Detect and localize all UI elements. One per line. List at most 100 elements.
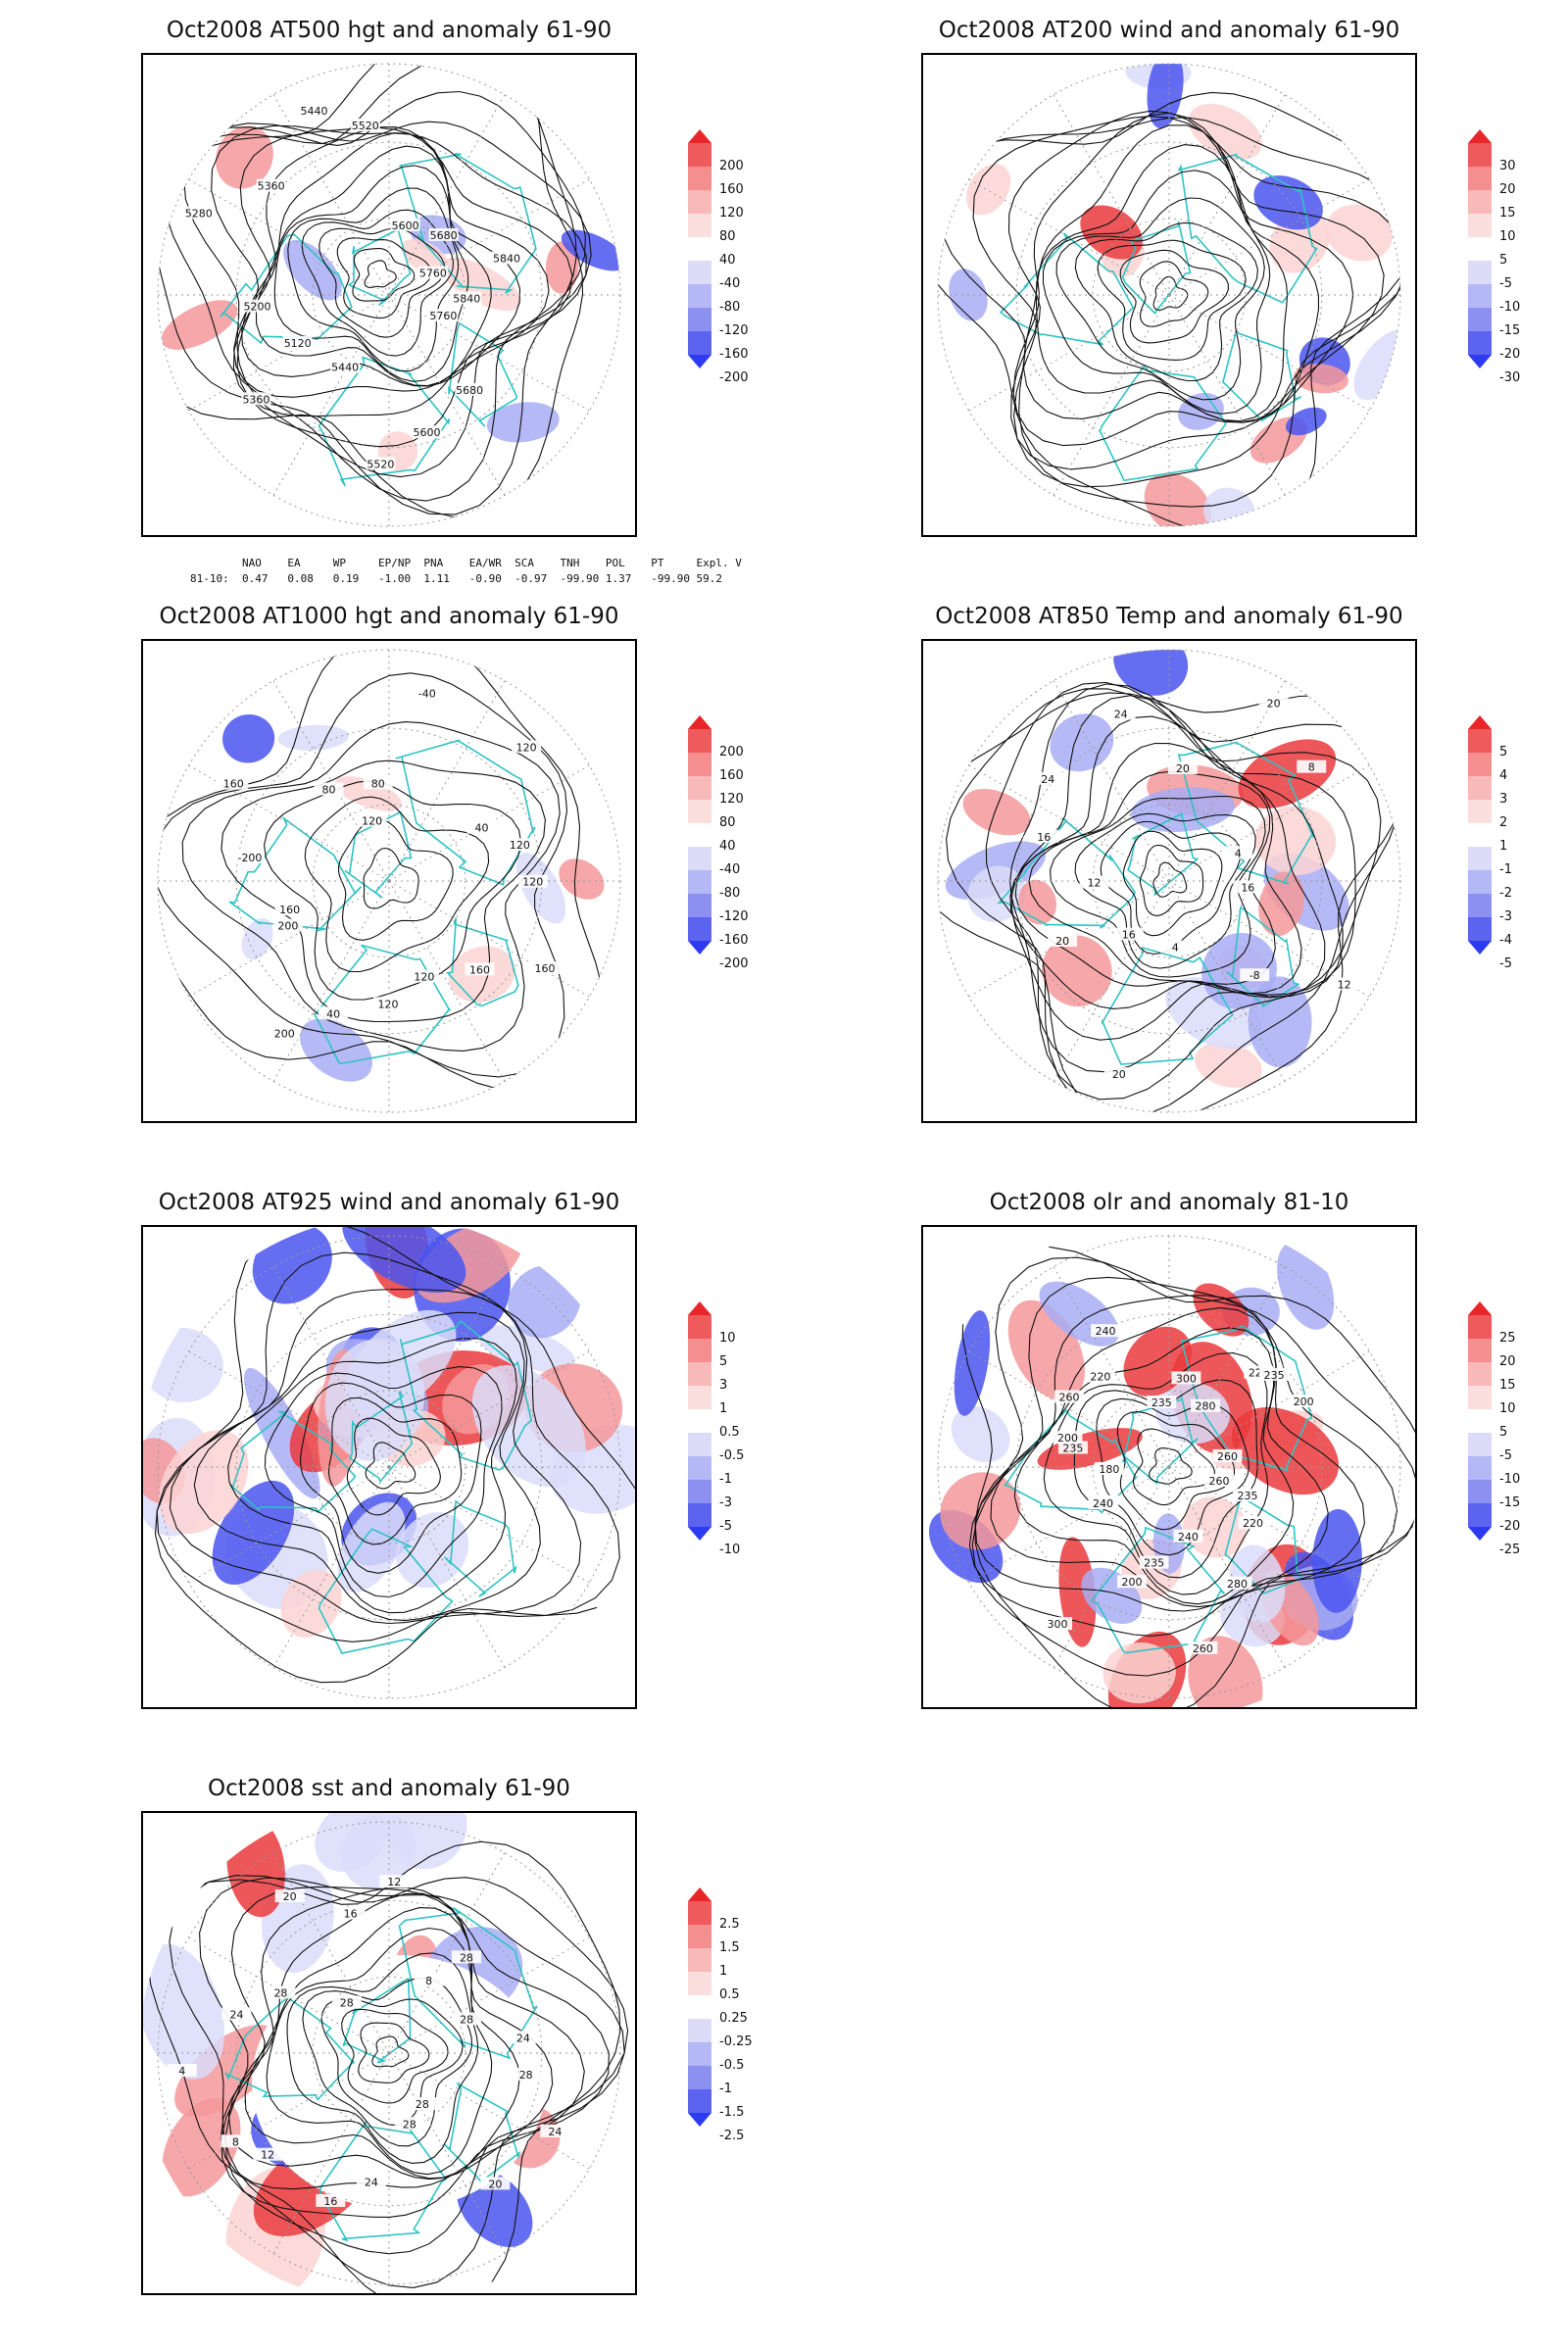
contour-label-bg (492, 251, 522, 265)
anomaly-area (1312, 1508, 1362, 1613)
contour-label-bg (1085, 1369, 1115, 1383)
contour-label: 20 (488, 2178, 502, 2190)
colorbar-label: -3 (719, 1495, 732, 1510)
panel-title: Oct2008 AT925 wind and anomaly 61-90 (158, 1190, 620, 1215)
contour-label-bg (330, 360, 361, 373)
contour-label: 24 (516, 2032, 530, 2044)
anomaly-area (440, 257, 521, 311)
contour-label: 5840 (453, 292, 480, 305)
colorbar-label: -5 (1499, 276, 1512, 291)
contour-label: 160 (223, 778, 244, 791)
contour-label-bg (1160, 940, 1191, 954)
contour-label-bg (1048, 933, 1078, 947)
coastlines (999, 153, 1318, 482)
contour-label: 16 (1037, 831, 1051, 844)
colorbar-label: -20 (1499, 347, 1521, 362)
anomaly-area (1102, 1642, 1176, 1704)
colorbar-label: 2.5 (719, 1917, 740, 1932)
colorbar-segment (688, 2019, 711, 2042)
contour-label: 8 (232, 2135, 239, 2148)
colorbar-top-arrow (1468, 1301, 1492, 1315)
contour-label-bg (1171, 1371, 1201, 1385)
colorbar-segment (1468, 1409, 1492, 1433)
contour-label: 5360 (242, 393, 270, 406)
contour-label: 28 (340, 1996, 354, 2009)
colorbar-label: 0.5 (719, 1425, 740, 1440)
contour-label: 12 (1088, 876, 1102, 889)
colorbar-label: 200 (719, 745, 744, 760)
contour-label-bg (219, 776, 249, 790)
colorbar-top-arrow (1468, 715, 1492, 729)
contour-label-bg (407, 2097, 437, 2111)
panel-at500: Oct2008 AT500 hgt and anomaly 61-90 5840… (141, 18, 827, 585)
contour-label-bg (1103, 1067, 1134, 1081)
colorbar-label: -0.25 (719, 2034, 753, 2049)
contour-label-bg (1033, 771, 1063, 785)
colorbar-segment (688, 308, 711, 331)
contour-label: 120 (362, 815, 382, 828)
anomaly-area (954, 1310, 991, 1416)
colorbar-label: 5 (719, 1354, 728, 1369)
colorbar-label: -160 (719, 347, 749, 362)
colorbar-label: 1 (719, 1964, 728, 1979)
contour-label: 28 (273, 1987, 287, 2000)
anomaly-area (1188, 103, 1262, 161)
colorbar-segment (1468, 1503, 1492, 1527)
contour-label-bg (505, 838, 535, 852)
colorbar-segment (688, 284, 711, 308)
contour-label: 20 (1055, 935, 1069, 948)
contour-label: 280 (1227, 1578, 1248, 1591)
map-canvas: 16 12 -8 4 20 16 20 12 16 24 24 20 20 8 4 (937, 649, 1401, 1113)
coastlines (228, 739, 536, 1064)
contour-label-bg (379, 1875, 410, 1888)
colorbar-label: 10 (719, 1331, 736, 1346)
colorbar-segment (688, 237, 711, 261)
contour-label-bg (1238, 1516, 1268, 1530)
contour-label: 28 (460, 2013, 473, 2026)
anomaly-area (965, 164, 1011, 216)
anomaly-area (559, 858, 605, 900)
anomaly-area (283, 239, 342, 301)
contour-label: 5760 (429, 310, 457, 322)
colorbar-segment (688, 870, 711, 894)
contour-label-bg (331, 1995, 362, 2009)
colorbar-segment (1468, 870, 1492, 894)
contour-label: 40 (474, 822, 488, 835)
contour-label-bg (1223, 846, 1253, 859)
contour-label-bg (1105, 707, 1136, 720)
contour-label-bg (1054, 1390, 1084, 1403)
anomaly-area (342, 1227, 466, 1294)
contour-label: 200 (274, 1027, 295, 1040)
colorbar-segment (1468, 143, 1492, 167)
colorbar-label: -1 (719, 1472, 732, 1487)
contour-label-bg (1259, 1367, 1290, 1381)
contour-label: 80 (321, 784, 335, 797)
panel-at850: Oct2008 AT850 Temp and anomaly 61-90 16 1… (921, 604, 1568, 1152)
contour-label-bg (373, 997, 404, 1010)
contour-label-bg (314, 782, 344, 796)
contour-label-bg (253, 2147, 283, 2161)
contour-label: 40 (326, 1007, 340, 1020)
colorbar-segment (1468, 284, 1492, 308)
contour-label: 260 (1217, 1450, 1238, 1463)
graticule (157, 1821, 621, 2285)
contour-label-bg (316, 2193, 346, 2207)
anomaly-area (1294, 364, 1348, 394)
colorbar-segment (1468, 214, 1492, 237)
contour-label: -8 (1250, 969, 1260, 982)
colorbar-segment (1468, 261, 1492, 284)
colorbar-bottom-arrow (1468, 1527, 1492, 1541)
contour-label: 24 (365, 2177, 378, 2189)
contour-label: 180 (1099, 1463, 1119, 1476)
colorbar-label: 1.5 (719, 1940, 740, 1955)
contour-label: 16 (1122, 929, 1136, 942)
contour-label-bg (274, 903, 305, 916)
contour-label: 20 (283, 1890, 297, 1903)
contour-label-bg (1139, 1555, 1169, 1569)
colorbar: 200 160 120 80 40 -40 -80 -120 -160 -200 (688, 129, 806, 423)
colorbar-segment (688, 1386, 711, 1409)
colorbar-label: -0.5 (719, 2058, 745, 2073)
colorbar-label: 5 (1499, 1425, 1508, 1440)
colorbar-label: 200 (719, 159, 744, 173)
contour-label: 260 (1209, 1475, 1230, 1488)
